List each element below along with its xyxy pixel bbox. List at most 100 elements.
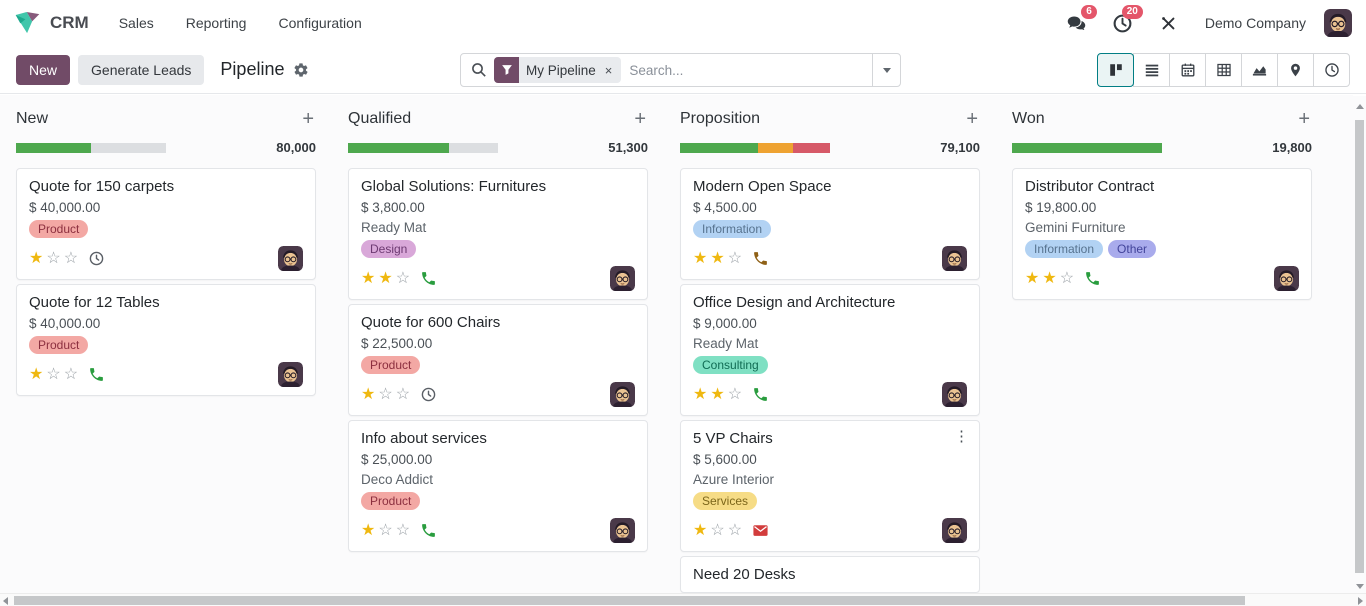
kanban-card[interactable]: Need 20 Desks xyxy=(680,556,980,593)
phone-activity-icon[interactable] xyxy=(420,522,437,539)
priority-star-icon[interactable]: ★ xyxy=(693,521,708,539)
salesperson-avatar[interactable] xyxy=(610,382,635,407)
menu-sales[interactable]: Sales xyxy=(118,15,154,31)
priority-stars[interactable]: ★ ★ ☆ xyxy=(693,249,743,267)
priority-star-icon[interactable]: ★ xyxy=(29,365,44,383)
priority-star-icon[interactable]: ☆ xyxy=(727,249,743,267)
priority-star-icon[interactable]: ☆ xyxy=(395,385,411,403)
salesperson-avatar[interactable] xyxy=(942,518,967,543)
priority-stars[interactable]: ★ ☆ ☆ xyxy=(29,249,79,267)
phone-activity-icon[interactable] xyxy=(420,270,437,287)
horizontal-scrollbar-thumb[interactable] xyxy=(14,596,1245,605)
priority-star-icon[interactable]: ★ xyxy=(361,385,376,403)
salesperson-avatar[interactable] xyxy=(610,266,635,291)
priority-star-icon[interactable]: ☆ xyxy=(395,521,411,539)
view-pivot-button[interactable] xyxy=(1205,52,1242,87)
add-record-button[interactable]: + xyxy=(302,108,314,130)
debug-tools-button[interactable] xyxy=(1151,8,1187,38)
priority-star-icon[interactable]: ★ xyxy=(378,269,393,287)
priority-star-icon[interactable]: ☆ xyxy=(63,365,79,383)
progress-segment-success[interactable] xyxy=(680,142,758,153)
priority-star-icon[interactable]: ★ xyxy=(1042,269,1057,287)
scroll-left-arrow-icon[interactable] xyxy=(3,597,8,605)
kanban-card[interactable]: Office Design and Architecture $ 9,000.0… xyxy=(680,284,980,416)
search-bar[interactable]: My Pipeline × xyxy=(460,53,901,87)
phone-activity-icon[interactable] xyxy=(752,250,769,267)
pipeline-settings-button[interactable] xyxy=(293,62,309,78)
priority-star-icon[interactable]: ★ xyxy=(29,249,44,267)
remove-facet-icon[interactable]: × xyxy=(604,62,613,78)
clock-activity-icon[interactable] xyxy=(420,386,437,403)
add-record-button[interactable]: + xyxy=(966,108,978,130)
progress-segment-success[interactable] xyxy=(16,142,91,153)
progress-segment-success[interactable] xyxy=(1012,142,1162,153)
salesperson-avatar[interactable] xyxy=(942,382,967,407)
user-avatar[interactable] xyxy=(1324,9,1352,37)
company-name[interactable]: Demo Company xyxy=(1204,15,1306,31)
kanban-card[interactable]: ⋮ 5 VP Chairs $ 5,600.00 Azure Interior … xyxy=(680,420,980,552)
email-activity-icon[interactable] xyxy=(752,522,769,539)
priority-stars[interactable]: ★ ☆ ☆ xyxy=(361,521,411,539)
priority-stars[interactable]: ★ ☆ ☆ xyxy=(693,521,743,539)
priority-star-icon[interactable]: ☆ xyxy=(1059,269,1075,287)
search-options-toggle[interactable] xyxy=(872,54,900,86)
column-progressbar[interactable] xyxy=(16,142,166,153)
priority-star-icon[interactable]: ☆ xyxy=(46,249,61,267)
priority-stars[interactable]: ★ ★ ☆ xyxy=(361,269,411,287)
horizontal-scrollbar[interactable] xyxy=(0,593,1366,606)
priority-stars[interactable]: ★ ☆ ☆ xyxy=(29,365,79,383)
scroll-right-arrow-icon[interactable] xyxy=(1358,597,1363,605)
scroll-up-arrow-icon[interactable] xyxy=(1355,104,1364,109)
app-switcher[interactable]: CRM xyxy=(14,11,89,35)
add-record-button[interactable]: + xyxy=(1298,108,1310,130)
column-progressbar[interactable] xyxy=(1012,142,1162,153)
kanban-card[interactable]: Info about services $ 25,000.00 Deco Add… xyxy=(348,420,648,552)
priority-stars[interactable]: ★ ★ ☆ xyxy=(693,385,743,403)
priority-stars[interactable]: ★ ☆ ☆ xyxy=(361,385,411,403)
priority-star-icon[interactable]: ☆ xyxy=(727,385,743,403)
priority-star-icon[interactable]: ☆ xyxy=(710,521,725,539)
priority-star-icon[interactable]: ☆ xyxy=(378,385,393,403)
column-progressbar[interactable] xyxy=(348,142,498,153)
view-calendar-button[interactable] xyxy=(1169,52,1206,87)
phone-activity-icon[interactable] xyxy=(752,386,769,403)
priority-star-icon[interactable]: ★ xyxy=(710,249,725,267)
card-menu-button[interactable]: ⋮ xyxy=(954,428,969,445)
priority-star-icon[interactable]: ★ xyxy=(693,385,708,403)
phone-activity-icon[interactable] xyxy=(1084,270,1101,287)
priority-star-icon[interactable]: ☆ xyxy=(395,269,411,287)
clock-activity-icon[interactable] xyxy=(88,250,105,267)
priority-star-icon[interactable]: ★ xyxy=(361,521,376,539)
column-progressbar[interactable] xyxy=(680,142,830,153)
salesperson-avatar[interactable] xyxy=(278,246,303,271)
progress-segment-warning[interactable] xyxy=(758,142,793,153)
priority-star-icon[interactable]: ☆ xyxy=(63,249,79,267)
priority-star-icon[interactable]: ★ xyxy=(710,385,725,403)
priority-star-icon[interactable]: ★ xyxy=(361,269,376,287)
kanban-card[interactable]: Quote for 600 Chairs $ 22,500.00 Product… xyxy=(348,304,648,416)
priority-star-icon[interactable]: ☆ xyxy=(727,521,743,539)
salesperson-avatar[interactable] xyxy=(1274,266,1299,291)
kanban-card[interactable]: Global Solutions: Furnitures $ 3,800.00 … xyxy=(348,168,648,300)
view-kanban-button[interactable] xyxy=(1097,52,1134,87)
progress-segment-success[interactable] xyxy=(348,142,449,153)
activities-button[interactable]: 20 xyxy=(1105,5,1143,38)
salesperson-avatar[interactable] xyxy=(278,362,303,387)
priority-star-icon[interactable]: ★ xyxy=(1025,269,1040,287)
priority-star-icon[interactable]: ☆ xyxy=(378,521,393,539)
salesperson-avatar[interactable] xyxy=(610,518,635,543)
kanban-card[interactable]: Quote for 12 Tables $ 40,000.00 Product … xyxy=(16,284,316,396)
kanban-card[interactable]: Distributor Contract $ 19,800.00 Gemini … xyxy=(1012,168,1312,300)
view-graph-button[interactable] xyxy=(1241,52,1278,87)
view-map-button[interactable] xyxy=(1277,52,1314,87)
phone-activity-icon[interactable] xyxy=(88,366,105,383)
menu-reporting[interactable]: Reporting xyxy=(185,15,247,31)
view-activity-button[interactable] xyxy=(1313,52,1350,87)
scroll-down-arrow-icon[interactable] xyxy=(1355,584,1364,589)
kanban-card[interactable]: Modern Open Space $ 4,500.00 Information… xyxy=(680,168,980,280)
salesperson-avatar[interactable] xyxy=(942,246,967,271)
menu-configuration[interactable]: Configuration xyxy=(278,15,362,31)
vertical-scrollbar-thumb[interactable] xyxy=(1355,120,1364,573)
search-input[interactable] xyxy=(621,62,872,78)
priority-stars[interactable]: ★ ★ ☆ xyxy=(1025,269,1075,287)
